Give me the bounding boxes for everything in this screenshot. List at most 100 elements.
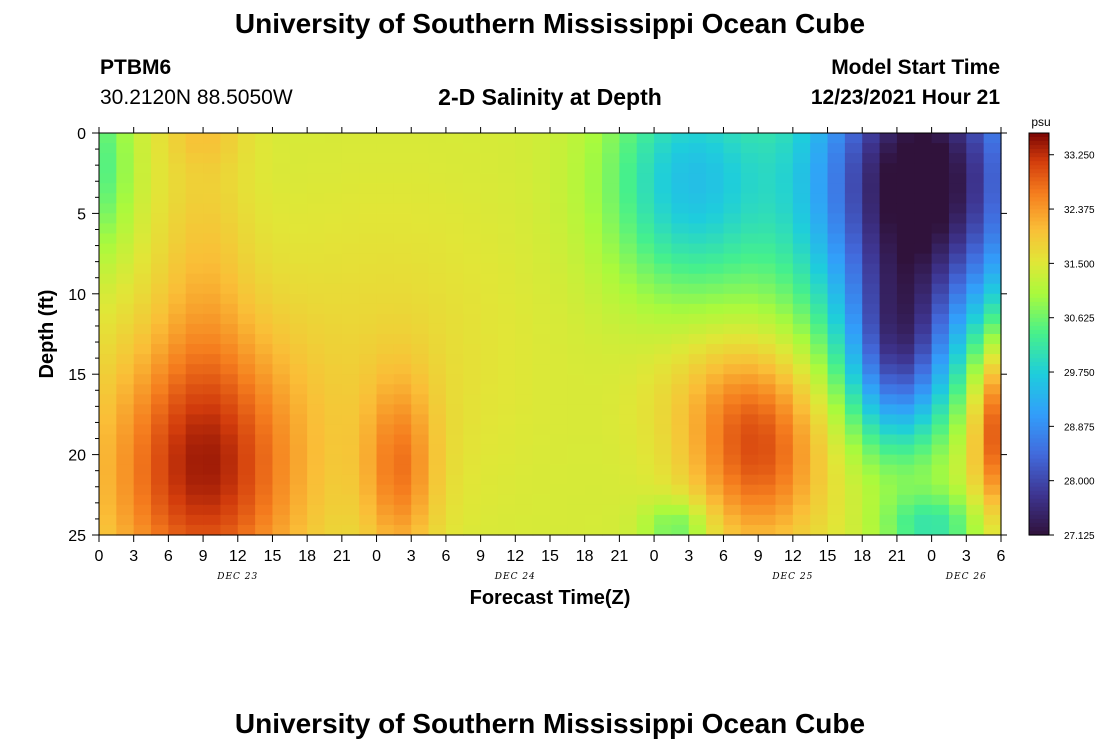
heatmap-cell-1809 bbox=[879, 223, 898, 235]
heatmap-cell-395 bbox=[255, 484, 274, 496]
heatmap-cell-73 bbox=[116, 464, 135, 476]
heatmap-cell-1202 bbox=[619, 153, 638, 164]
heatmap-cell-1063 bbox=[550, 364, 568, 375]
heatmap-cell-1090 bbox=[567, 233, 586, 245]
heatmap-cell-1647 bbox=[810, 203, 829, 214]
heatmap-cell-541 bbox=[324, 344, 343, 355]
heatmap-cell-394 bbox=[255, 474, 274, 486]
heatmap-cell-1758 bbox=[844, 514, 863, 526]
heatmap-cell-1096 bbox=[567, 293, 586, 305]
heatmap-cell-805 bbox=[445, 183, 464, 194]
heatmap-cell-1923 bbox=[931, 163, 950, 174]
heatmap-cell-351 bbox=[237, 444, 256, 456]
heatmap-cell-1964 bbox=[948, 173, 967, 184]
heatmap-cell-1320 bbox=[671, 133, 690, 144]
heatmap-cell-991 bbox=[515, 444, 534, 456]
heatmap-cell-937 bbox=[497, 303, 516, 315]
heatmap-cell-1513 bbox=[740, 464, 759, 476]
heatmap-cell-472 bbox=[289, 454, 308, 466]
heatmap-cell-337 bbox=[237, 303, 256, 315]
heatmap-cell-1847 bbox=[896, 203, 915, 214]
heatmap-cell-2049 bbox=[983, 223, 1002, 235]
heatmap-cell-1012 bbox=[532, 253, 551, 265]
heatmap-cell-1318 bbox=[654, 514, 673, 526]
heatmap-cell-1787 bbox=[862, 404, 881, 415]
heatmap-cell-1030 bbox=[532, 434, 551, 446]
heatmap-cell-1928 bbox=[931, 213, 950, 225]
heatmap-cell-1369 bbox=[688, 223, 707, 235]
heatmap-cell-1494 bbox=[740, 273, 759, 285]
heatmap-cell-1577 bbox=[775, 303, 794, 315]
x-tick-label-14: 18 bbox=[576, 548, 594, 565]
heatmap-cell-712 bbox=[393, 454, 412, 466]
heatmap-cell-1017 bbox=[532, 303, 551, 315]
heatmap-cell-883 bbox=[480, 163, 499, 174]
heatmap-cell-168 bbox=[168, 213, 187, 225]
heatmap-cell-1257 bbox=[636, 303, 655, 315]
heatmap-cell-1977 bbox=[948, 303, 967, 315]
heatmap-cell-1157 bbox=[584, 504, 603, 516]
heatmap-cell-478 bbox=[289, 514, 308, 526]
heatmap-cell-519 bbox=[307, 524, 326, 536]
heatmap-cell-649 bbox=[376, 223, 395, 235]
heatmap-cell-102 bbox=[133, 354, 152, 365]
heatmap-cell-236 bbox=[185, 494, 204, 506]
heatmap-cell-762 bbox=[428, 153, 447, 164]
heatmap-cell-97 bbox=[133, 303, 152, 315]
heatmap-cell-173 bbox=[168, 263, 187, 275]
heatmap-cell-544 bbox=[324, 374, 343, 385]
heatmap-cell-1482 bbox=[740, 153, 759, 164]
heatmap-cell-972 bbox=[515, 253, 534, 265]
heatmap-cell-165 bbox=[168, 183, 187, 194]
heatmap-cell-506 bbox=[307, 394, 326, 405]
heatmap-cell-497 bbox=[307, 303, 326, 315]
heatmap-cell-1512 bbox=[740, 454, 759, 466]
heatmap-cell-688 bbox=[393, 213, 412, 225]
heatmap-cell-1165 bbox=[602, 183, 620, 194]
heatmap-cell-1501 bbox=[740, 344, 759, 355]
heatmap-cell-1392 bbox=[688, 454, 707, 466]
heatmap-cell-664 bbox=[376, 374, 395, 385]
heatmap-cell-308 bbox=[220, 414, 239, 426]
heatmap-cell-1675 bbox=[810, 484, 829, 496]
heatmap-cell-122 bbox=[151, 153, 169, 164]
heatmap-cell-1279 bbox=[636, 524, 655, 536]
heatmap-cell-1125 bbox=[584, 183, 603, 194]
heatmap-cell-633 bbox=[359, 464, 378, 476]
heatmap-cell-2 bbox=[99, 153, 117, 164]
heatmap-cell-602 bbox=[359, 153, 378, 164]
heatmap-cell-689 bbox=[393, 223, 412, 235]
heatmap-cell-1559 bbox=[758, 524, 777, 536]
heatmap-cell-1388 bbox=[688, 414, 707, 426]
heatmap-cell-1133 bbox=[584, 263, 603, 275]
heatmap-cell-253 bbox=[203, 263, 222, 275]
heatmap-cell-1716 bbox=[827, 494, 846, 506]
heatmap-cell-427 bbox=[272, 404, 291, 415]
heatmap-cell-559 bbox=[324, 524, 343, 536]
heatmap-cell-1816 bbox=[879, 293, 898, 305]
heatmap-cell-796 bbox=[428, 494, 447, 506]
heatmap-cell-1200 bbox=[619, 133, 638, 144]
heatmap-cell-1624 bbox=[792, 374, 811, 385]
heatmap-cell-1294 bbox=[654, 273, 673, 285]
heatmap-cell-1950 bbox=[931, 434, 950, 446]
heatmap-cell-1681 bbox=[827, 143, 846, 154]
heatmap-cell-927 bbox=[497, 203, 516, 214]
heatmap-cell-1003 bbox=[532, 163, 551, 174]
heatmap-cell-1906 bbox=[914, 394, 933, 405]
station-id: PTBM6 bbox=[100, 56, 172, 79]
heatmap-cell-1778 bbox=[862, 313, 881, 325]
heatmap-cell-568 bbox=[341, 213, 360, 225]
heatmap-cell-1888 bbox=[914, 213, 933, 225]
heatmap-cell-2073 bbox=[983, 464, 1002, 476]
heatmap-cell-1563 bbox=[775, 163, 794, 174]
heatmap-cell-781 bbox=[428, 344, 447, 355]
heatmap-cell-1304 bbox=[654, 374, 673, 385]
heatmap-cell-836 bbox=[445, 494, 464, 506]
heatmap-cell-833 bbox=[445, 464, 464, 476]
heatmap-cell-1690 bbox=[827, 233, 846, 245]
heatmap-cell-747 bbox=[411, 404, 430, 415]
heatmap-cell-390 bbox=[255, 434, 274, 446]
heatmap-cell-1868 bbox=[896, 414, 915, 426]
heatmap-cell-581 bbox=[341, 344, 360, 355]
